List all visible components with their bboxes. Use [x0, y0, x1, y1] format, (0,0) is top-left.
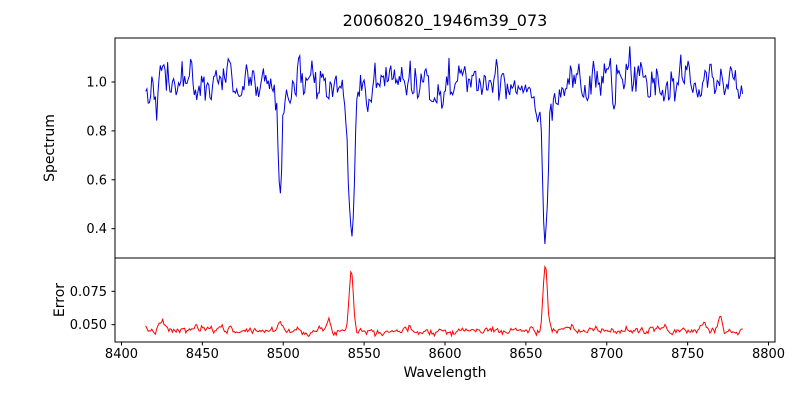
- x-axis-label: Wavelength: [403, 365, 487, 381]
- x-tick-label: 8400: [105, 347, 138, 362]
- y-tick-label: 0.8: [86, 124, 107, 139]
- spectrum-line: [145, 46, 744, 245]
- y-tick-label: 0.075: [70, 285, 107, 300]
- y-tick-label: 0.4: [86, 222, 107, 237]
- x-tick-label: 8750: [671, 347, 704, 362]
- x-tick-label: 8450: [186, 347, 219, 362]
- bottom-panel-frame: [114, 257, 776, 343]
- top-panel-frame: [114, 37, 776, 259]
- x-tick-label: 8600: [428, 347, 461, 362]
- y-tick-label: 0.050: [70, 318, 107, 333]
- chart-title: 20060820_1946m39_073: [342, 11, 548, 30]
- x-tick-label: 8550: [348, 347, 381, 362]
- x-tick-label: 8500: [267, 347, 300, 362]
- y-tick-label: 1.0: [86, 76, 107, 91]
- x-tick-label: 8700: [590, 347, 623, 362]
- error-line: [145, 265, 743, 338]
- y-tick-label: 0.6: [86, 173, 107, 188]
- x-tick-label: 8650: [509, 347, 542, 362]
- x-tick-label: 8800: [752, 347, 785, 362]
